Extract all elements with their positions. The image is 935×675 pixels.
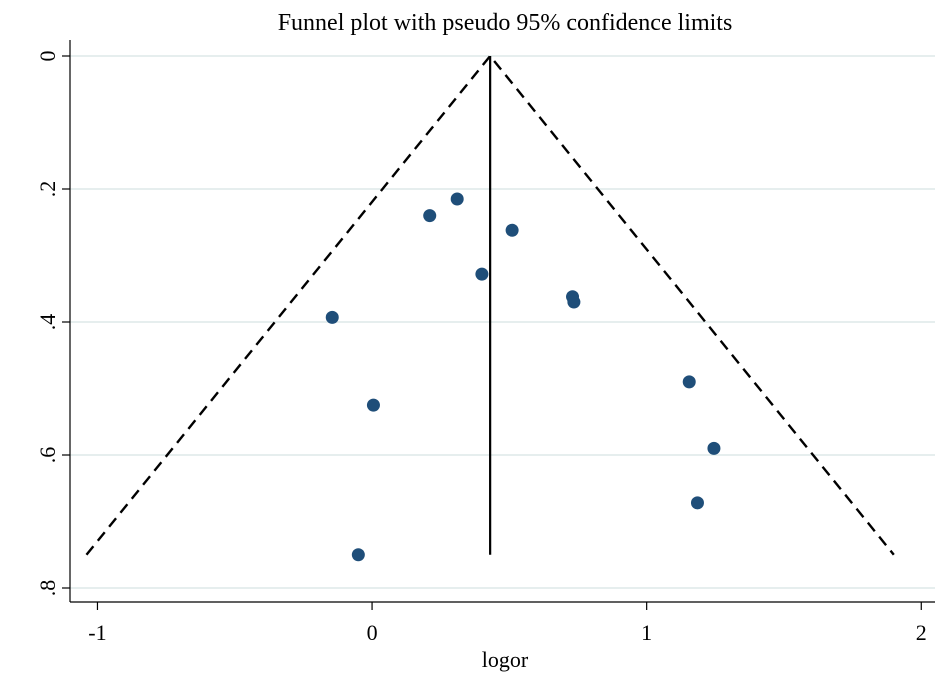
gridlines bbox=[70, 55, 935, 589]
data-point-1 bbox=[423, 209, 437, 223]
y-tick-label-0: 0 bbox=[35, 51, 60, 62]
data-point-8 bbox=[366, 398, 380, 412]
data-point-3 bbox=[475, 267, 489, 281]
data-points bbox=[325, 192, 721, 562]
ci-limit-lines bbox=[85, 54, 895, 556]
axes: 0 .2 .4 .6 .8 -1 0 1 2 bbox=[35, 40, 935, 645]
pseudo-confidence-limits bbox=[85, 54, 895, 556]
data-point-2 bbox=[505, 223, 519, 237]
chart-title: Funnel plot with pseudo 95% confidence l… bbox=[278, 10, 733, 36]
x-tick-label-2: 1 bbox=[641, 620, 652, 645]
data-point-6 bbox=[325, 310, 339, 324]
x-axis-label: logor bbox=[482, 647, 529, 672]
y-tick-label-1: .2 bbox=[35, 181, 60, 198]
data-point-11 bbox=[351, 548, 365, 562]
x-tick-label-1: 0 bbox=[367, 620, 378, 645]
data-point-10 bbox=[690, 496, 704, 510]
y-tick-label-4: .8 bbox=[35, 580, 60, 597]
x-tick-label-0: -1 bbox=[88, 620, 106, 645]
y-tick-label-2: .4 bbox=[35, 314, 60, 331]
y-tick-label-3: .6 bbox=[35, 447, 60, 464]
data-point-9 bbox=[707, 441, 721, 455]
x-tick-label-3: 2 bbox=[916, 620, 927, 645]
data-point-0 bbox=[450, 192, 464, 206]
data-point-5 bbox=[567, 295, 581, 309]
data-point-7 bbox=[682, 375, 696, 389]
